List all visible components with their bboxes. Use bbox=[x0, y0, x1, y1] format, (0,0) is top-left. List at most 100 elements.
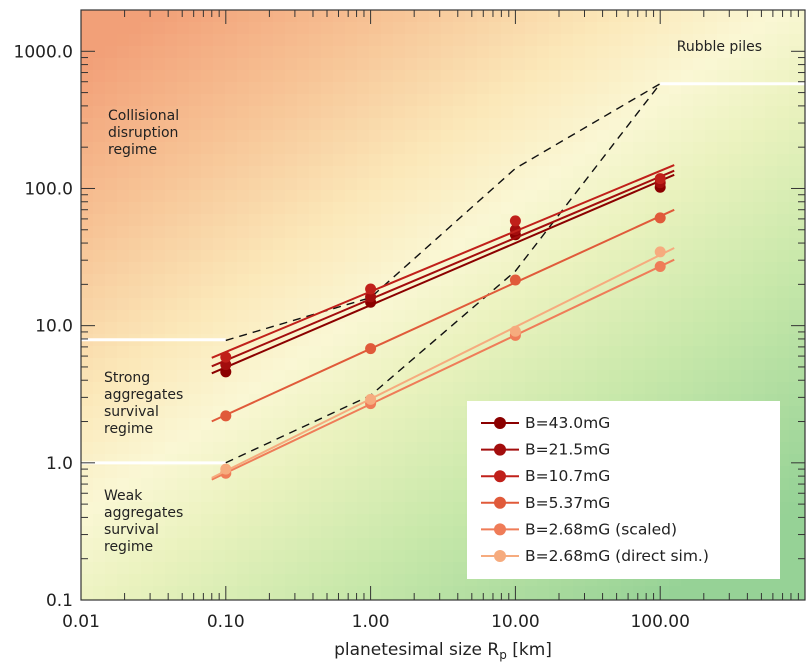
region-label-collisional: Collisional disruption regime bbox=[108, 108, 179, 158]
bg-cell bbox=[117, 538, 130, 551]
bg-cell bbox=[609, 10, 622, 23]
bg-cell bbox=[789, 442, 802, 455]
bg-cell bbox=[237, 418, 250, 431]
bg-cell bbox=[453, 334, 466, 347]
bg-cell bbox=[165, 46, 178, 59]
bg-cell bbox=[465, 226, 478, 239]
bg-cell bbox=[213, 586, 226, 599]
bg-cell bbox=[453, 598, 466, 600]
bg-cell bbox=[633, 154, 646, 167]
bg-cell bbox=[189, 562, 202, 575]
bg-cell bbox=[177, 466, 190, 479]
bg-cell bbox=[777, 538, 790, 551]
bg-cell bbox=[333, 322, 346, 335]
bg-cell bbox=[777, 550, 790, 563]
bg-cell bbox=[561, 106, 574, 119]
bg-cell bbox=[513, 10, 526, 23]
bg-cell bbox=[801, 190, 805, 203]
bg-cell bbox=[573, 118, 586, 131]
bg-cell bbox=[105, 226, 118, 239]
bg-cell bbox=[453, 10, 466, 23]
bg-cell bbox=[717, 142, 730, 155]
bg-cell bbox=[753, 106, 766, 119]
bg-cell bbox=[753, 586, 766, 599]
bg-cell bbox=[261, 118, 274, 131]
bg-cell bbox=[729, 34, 742, 47]
bg-cell bbox=[753, 358, 766, 371]
bg-cell bbox=[333, 502, 346, 515]
bg-cell bbox=[141, 394, 154, 407]
bg-cell bbox=[525, 94, 538, 107]
bg-cell bbox=[117, 94, 130, 107]
bg-cell bbox=[501, 598, 514, 600]
bg-cell bbox=[201, 286, 214, 299]
bg-cell bbox=[237, 238, 250, 251]
bg-cell bbox=[609, 262, 622, 275]
bg-cell bbox=[165, 526, 178, 539]
bg-cell bbox=[753, 130, 766, 143]
bg-cell bbox=[117, 202, 130, 215]
legend-marker bbox=[494, 550, 506, 562]
bg-cell bbox=[501, 10, 514, 23]
bg-cell bbox=[333, 562, 346, 575]
bg-cell bbox=[333, 46, 346, 59]
bg-cell bbox=[441, 430, 454, 443]
bg-cell bbox=[189, 538, 202, 551]
bg-cell bbox=[249, 526, 262, 539]
bg-cell bbox=[585, 142, 598, 155]
bg-cell bbox=[597, 370, 610, 383]
bg-cell bbox=[129, 190, 142, 203]
bg-cell bbox=[225, 34, 238, 47]
bg-cell bbox=[573, 334, 586, 347]
legend-box bbox=[467, 401, 780, 579]
bg-cell bbox=[801, 346, 805, 359]
bg-cell bbox=[237, 442, 250, 455]
series-4 bbox=[211, 208, 675, 423]
bg-cell bbox=[597, 382, 610, 395]
bg-cell bbox=[93, 538, 106, 551]
bg-cell bbox=[249, 430, 262, 443]
bg-cell bbox=[789, 562, 802, 575]
bg-cell bbox=[177, 130, 190, 143]
bg-cell bbox=[381, 82, 394, 95]
bg-cell bbox=[321, 394, 334, 407]
bg-cell bbox=[249, 298, 262, 311]
bg-cell bbox=[753, 166, 766, 179]
bg-cell bbox=[765, 82, 778, 95]
bg-cell bbox=[501, 70, 514, 83]
bg-cell bbox=[789, 550, 802, 563]
bg-cell bbox=[93, 466, 106, 479]
bg-cell bbox=[453, 190, 466, 203]
bg-cell bbox=[93, 10, 106, 23]
bg-cell bbox=[261, 406, 274, 419]
bg-cell bbox=[645, 46, 658, 59]
bg-cell bbox=[429, 478, 442, 491]
bg-cell bbox=[177, 358, 190, 371]
bg-cell bbox=[597, 298, 610, 311]
bg-cell bbox=[693, 382, 706, 395]
bg-cell bbox=[585, 58, 598, 71]
bg-cell bbox=[453, 70, 466, 83]
bg-cell bbox=[429, 22, 442, 35]
bg-cell bbox=[477, 358, 490, 371]
bg-cell bbox=[93, 310, 106, 323]
bg-cell bbox=[657, 70, 670, 83]
bg-cell bbox=[297, 454, 310, 467]
bg-cell bbox=[357, 46, 370, 59]
bg-cell bbox=[273, 94, 286, 107]
bg-cell bbox=[753, 22, 766, 35]
bg-cell bbox=[441, 574, 454, 587]
bg-cell bbox=[213, 274, 226, 287]
bg-cell bbox=[333, 94, 346, 107]
bg-cell bbox=[345, 310, 358, 323]
bg-cell bbox=[129, 538, 142, 551]
bg-cell bbox=[585, 322, 598, 335]
bg-cell bbox=[129, 82, 142, 95]
bg-cell bbox=[249, 418, 262, 431]
bg-cell bbox=[705, 334, 718, 347]
bg-cell bbox=[393, 22, 406, 35]
bg-cell bbox=[789, 154, 802, 167]
bg-cell bbox=[381, 166, 394, 179]
data-point bbox=[220, 410, 232, 422]
